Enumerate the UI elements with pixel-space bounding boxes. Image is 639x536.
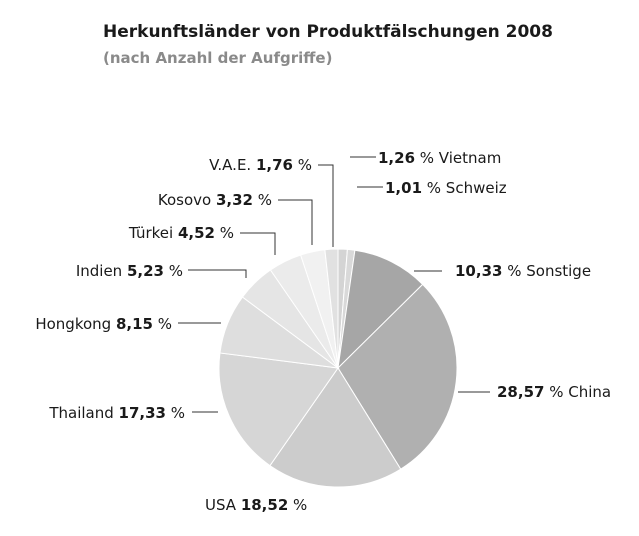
slice-label-indien: Indien 5,23 % [76, 262, 183, 280]
leader-line-indien [188, 269, 247, 278]
leader-line-v-a-e [318, 164, 334, 247]
slice-label-vietnam: 1,26 % Vietnam [378, 149, 501, 167]
leader-line-turkei [240, 232, 276, 255]
chart-title: Herkunftsländer von Produktfälschungen 2… [103, 22, 553, 42]
slice-label-china: 28,57 % China [497, 383, 611, 401]
slice-labels: 1,26 % Vietnam 1,01 % Schweiz 10,33 % Sons… [35, 149, 611, 514]
chart-subtitle: (nach Anzahl der Aufgriffe) [103, 49, 333, 67]
slice-label-schweiz: 1,01 % Schweiz [385, 179, 507, 197]
slice-label-v-a-e: V.A.E. 1,76 % [209, 156, 312, 174]
pie-slice-china [337, 283, 458, 470]
leader-line-kosovo [278, 199, 313, 245]
pie-slice-usa [269, 367, 402, 488]
slice-label-turkei: Türkei 4,52 % [128, 224, 234, 242]
slice-label-hongkong: Hongkong 8,15 % [35, 315, 172, 333]
leader-lines [178, 156, 490, 413]
slice-label-kosovo: Kosovo 3,32 % [158, 191, 272, 209]
slice-label-sonstige: 10,33 % Sonstige [455, 262, 591, 280]
slice-label-usa: USA 18,52 % [205, 496, 307, 514]
slice-label-thailand: Thailand 17,33 % [48, 404, 185, 422]
pie-slice-v-a-e [324, 248, 339, 369]
pie-slice-sonstige [337, 249, 424, 370]
pie-slice-thailand [218, 352, 339, 467]
pie-slices [218, 248, 458, 488]
